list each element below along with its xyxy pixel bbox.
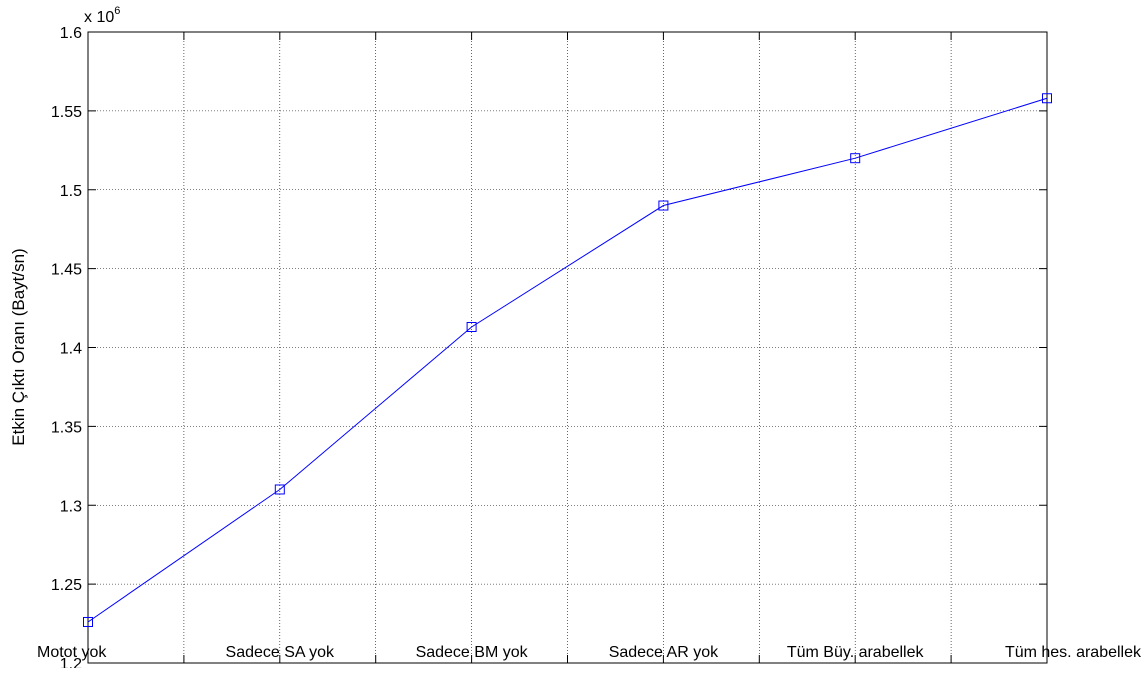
x-tick-label: Tüm Büy. arabellek bbox=[787, 644, 925, 661]
x-tick-label: Sadece AR yok bbox=[609, 644, 719, 661]
y-axis-label: Etkin Çıktı Oranı (Bayt/sn) bbox=[9, 248, 28, 445]
series-layer bbox=[83, 93, 1052, 627]
x-tick-label: Tüm hes. arabellek bbox=[1005, 644, 1142, 661]
y-tick-label: 1.3 bbox=[60, 498, 82, 515]
data-point-marker bbox=[274, 484, 285, 495]
data-point-marker bbox=[83, 616, 93, 627]
x-tick-label: Sadece BM yok bbox=[416, 644, 529, 661]
exponent-label: x 106 bbox=[84, 5, 120, 26]
exponent-base: x 10 bbox=[84, 9, 114, 26]
y-tick-label: 1.6 bbox=[60, 25, 82, 42]
series-line bbox=[87, 97, 1048, 623]
y-tick-labels: 1.21.251.31.351.41.451.51.551.6 bbox=[51, 25, 82, 673]
data-point-marker bbox=[658, 200, 669, 211]
data-point-marker bbox=[1042, 93, 1052, 104]
data-point-marker bbox=[850, 153, 861, 164]
y-tick-label: 1.45 bbox=[51, 262, 82, 279]
x-tick-labels: Motot yok Sadece SA yok Sadece BM yok Sadec… bbox=[37, 644, 1142, 661]
y-tick-label: 1.25 bbox=[51, 577, 82, 594]
y-tick-label: 1.4 bbox=[60, 341, 82, 358]
y-tick-label: 1.5 bbox=[60, 183, 82, 200]
grid-lines bbox=[88, 32, 1047, 663]
y-tick-label: 1.35 bbox=[51, 419, 82, 436]
x-tick-label: Motot yok bbox=[37, 644, 107, 661]
axis-ticks bbox=[87, 31, 1048, 664]
exponent-power: 6 bbox=[114, 5, 120, 17]
y-tick-label: 1.55 bbox=[51, 104, 82, 121]
data-point-marker bbox=[466, 321, 477, 332]
x-tick-label: Sadece SA yok bbox=[226, 644, 336, 661]
